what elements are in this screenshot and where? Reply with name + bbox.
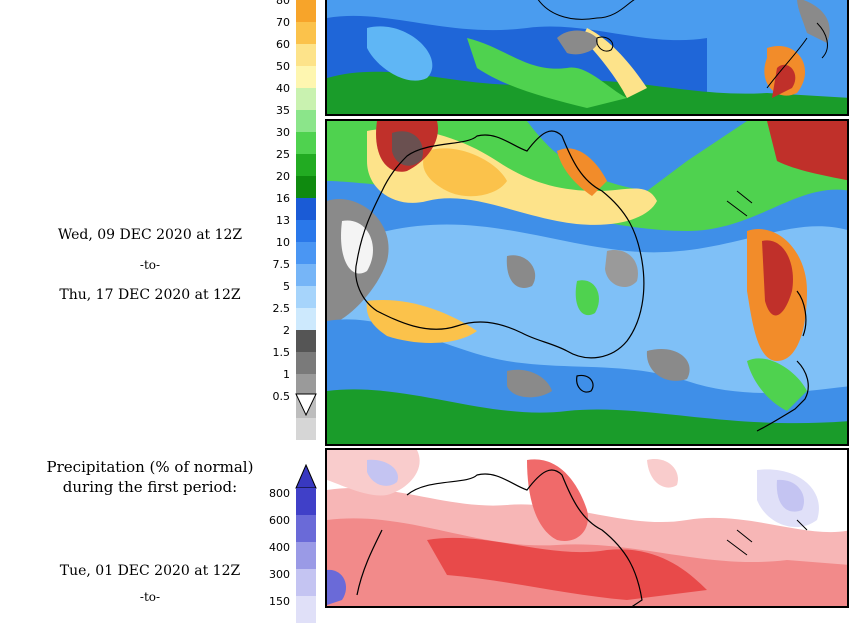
map-panel-previous [325, 0, 849, 116]
amount-legend-tick-label: 1 [283, 368, 290, 381]
anomaly-legend-tick-label: 300 [269, 568, 290, 581]
amount-legend-tick-label: 30 [276, 126, 290, 139]
amount-legend-tick-label: 5 [283, 280, 290, 293]
anomaly-title-line1: Precipitation (% of normal) [46, 458, 254, 476]
amount-legend-tick-label: 16 [276, 192, 290, 205]
amount-legend-swatch [296, 0, 316, 22]
amount-legend-swatch [296, 110, 316, 132]
amount-legend-tick-label: 2.5 [272, 302, 291, 315]
map-panel-anomaly [325, 448, 849, 608]
amount-legend-swatch [296, 418, 316, 440]
amount-legend-tick-label: 7.5 [272, 258, 291, 271]
amount-legend-tick-label: 80 [276, 0, 290, 7]
amount-legend-tick-label: 60 [276, 38, 290, 51]
anomaly-legend-tick-label: 150 [269, 595, 290, 608]
amount-legend-swatch [296, 154, 316, 176]
amount-legend-swatch [296, 220, 316, 242]
amount-legend-tick-label: 20 [276, 170, 290, 183]
anomaly-legend-tick-label: 800 [269, 487, 290, 500]
period-start: Wed, 09 DEC 2020 at 12Z [57, 227, 243, 243]
amount-legend-tick-label: 2 [283, 324, 290, 337]
period-to: -to- [139, 258, 161, 272]
map-panel-current [325, 119, 849, 446]
anomaly-legend-top-arrow [295, 464, 317, 489]
amount-legend-tick-label: 0.5 [272, 390, 291, 403]
anomaly-legend-swatch [296, 488, 316, 515]
amount-legend-swatch [296, 308, 316, 330]
amount-legend-swatch [296, 66, 316, 88]
anomaly-legend-swatch [296, 542, 316, 569]
amount-legend-swatch [296, 88, 316, 110]
amount-legend-tick-label: 10 [276, 236, 290, 249]
amount-legend-tick-label: 70 [276, 16, 290, 29]
amount-legend-tick-label: 25 [276, 148, 290, 161]
amount-legend-swatch [296, 374, 316, 396]
period-end: Thu, 17 DEC 2020 at 12Z [59, 287, 241, 303]
anomaly-legend-tick-label: 400 [269, 541, 290, 554]
amount-legend-swatch [296, 330, 316, 352]
anomaly-period-start: Tue, 01 DEC 2020 at 12Z [59, 563, 241, 579]
amount-legend-swatch [296, 242, 316, 264]
anomaly-legend-swatch [296, 569, 316, 596]
amount-legend-swatch [296, 264, 316, 286]
amount-legend-swatch [296, 352, 316, 374]
amount-legend-swatch [296, 22, 316, 44]
amount-legend-tick-label: 35 [276, 104, 290, 117]
amount-legend-swatch [296, 176, 316, 198]
amount-legend-swatch [296, 286, 316, 308]
amount-legend-swatch [296, 132, 316, 154]
anomaly-legend-bar [296, 488, 316, 623]
amount-legend-tick-label: 40 [276, 82, 290, 95]
anomaly-title-line2: during the first period: [62, 478, 238, 496]
anomaly-legend-swatch [296, 596, 316, 623]
amount-legend-tick-label: 1.5 [272, 346, 291, 359]
amount-legend-swatch [296, 44, 316, 66]
anomaly-legend-swatch [296, 515, 316, 542]
amount-legend-bar [296, 0, 316, 440]
amount-legend-tick-label: 13 [276, 214, 290, 227]
amount-legend-end-arrow [295, 393, 317, 417]
amount-legend-swatch [296, 198, 316, 220]
amount-legend-tick-label: 50 [276, 60, 290, 73]
anomaly-legend-tick-label: 600 [269, 514, 290, 527]
